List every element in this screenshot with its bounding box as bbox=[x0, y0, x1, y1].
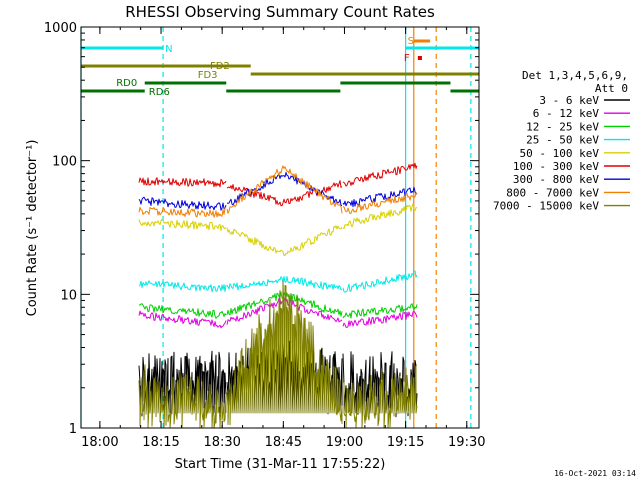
series-layer bbox=[138, 162, 418, 429]
series-line-8 bbox=[138, 280, 418, 429]
legend-entry-label: 7000 - 15000 keV bbox=[493, 200, 599, 213]
series-line-3 bbox=[138, 270, 418, 293]
axis-layer: 18:00 18:15 18:30 18:45 19:00 19:15 19:30 1 10 10… bbox=[44, 21, 486, 450]
legend-entry-label: 300 - 800 keV bbox=[513, 173, 599, 186]
x-tick-label: 18:15 bbox=[142, 435, 179, 450]
series-line-5 bbox=[138, 162, 418, 207]
legend-header: Att 0 bbox=[595, 82, 628, 95]
legend-header: Det 1,3,4,5,6,9, bbox=[522, 69, 628, 82]
legend-entry-label: 50 - 100 keV bbox=[520, 147, 600, 160]
legend-entry-label: 100 - 300 keV bbox=[513, 160, 599, 173]
x-tick-label: 19:00 bbox=[326, 435, 363, 450]
y-tick-label: 1000 bbox=[44, 21, 77, 36]
legend-entry-label: 6 - 12 keV bbox=[533, 107, 600, 120]
flag-label-rd0: RD0 bbox=[116, 78, 137, 89]
flag-label-fd3: FD3 bbox=[198, 70, 218, 81]
legend-entry-label: 25 - 50 keV bbox=[526, 134, 599, 147]
y-tick-label: 1 bbox=[69, 422, 77, 437]
timestamp: 16-Oct-2021 03:14 bbox=[554, 469, 636, 478]
legend-entry-label: 3 - 6 keV bbox=[539, 94, 599, 107]
y-tick-label: 100 bbox=[52, 155, 77, 170]
x-tick-label: 19:15 bbox=[387, 435, 424, 450]
flag-label-rd6: RD6 bbox=[149, 87, 170, 98]
chart-title: RHESSI Observing Summary Count Rates bbox=[125, 3, 435, 21]
x-tick-label: 18:30 bbox=[203, 435, 240, 450]
legend-entry-label: 12 - 25 keV bbox=[526, 120, 599, 133]
flag-label-f: F bbox=[404, 53, 410, 64]
legend-entry-label: 800 - 7000 keV bbox=[506, 186, 599, 199]
plot-frame bbox=[80, 26, 480, 429]
flag-label-fd2: FD2 bbox=[210, 61, 230, 72]
series-line-4 bbox=[138, 203, 418, 256]
x-tick-label: 19:30 bbox=[448, 435, 485, 450]
flag-label-s: S bbox=[408, 36, 414, 47]
y-axis-label: Count Rate (s⁻¹ detector⁻¹) bbox=[25, 140, 40, 317]
y-tick-label: 10 bbox=[60, 288, 77, 303]
series-line-7 bbox=[138, 165, 418, 218]
x-tick-label: 18:45 bbox=[265, 435, 302, 450]
x-tick-label: 18:00 bbox=[81, 435, 118, 450]
flag-label-n: N bbox=[165, 44, 172, 55]
x-axis-label: Start Time (31-Mar-11 17:55:22) bbox=[175, 457, 386, 472]
